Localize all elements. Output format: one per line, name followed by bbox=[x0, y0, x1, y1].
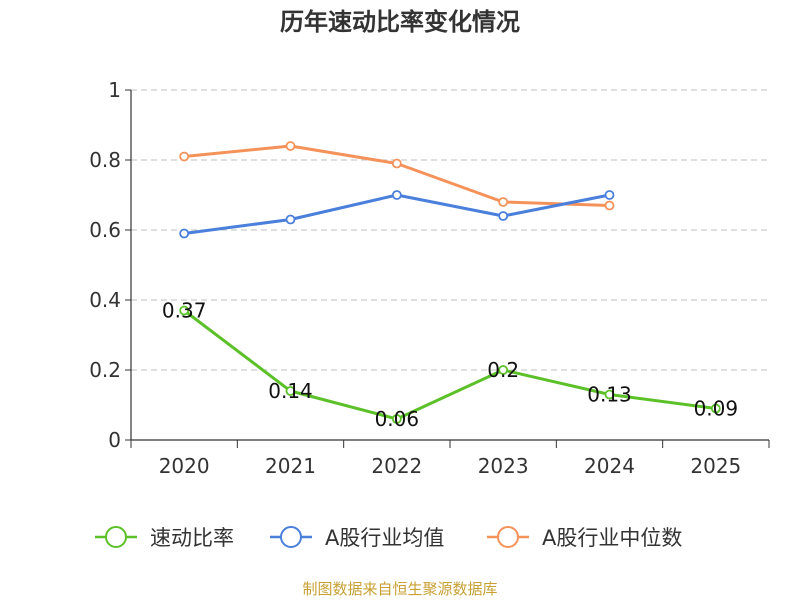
data-point bbox=[604, 389, 615, 400]
data-point bbox=[285, 214, 296, 225]
data-label: 0.13 bbox=[587, 383, 632, 407]
series-layer: 0.37 0.14 0.06 0.2 0.13 0.09 bbox=[162, 141, 738, 432]
data-point bbox=[498, 197, 509, 207]
x-tick-label: 2021 bbox=[265, 454, 316, 478]
series-0: 0.37 0.14 0.06 0.2 0.13 0.09 bbox=[162, 299, 738, 432]
data-label: 0.2 bbox=[487, 358, 519, 382]
legend-marker bbox=[280, 526, 302, 548]
y-tick-label: 0 bbox=[108, 428, 121, 452]
data-point bbox=[710, 403, 721, 414]
data-point bbox=[391, 158, 402, 169]
data-label: 0.14 bbox=[268, 379, 313, 403]
data-label: 0.09 bbox=[694, 397, 739, 421]
data-label: 0.37 bbox=[162, 299, 207, 323]
source-note: 制图数据来自恒生聚源数据库 bbox=[302, 580, 497, 598]
series-1 bbox=[179, 190, 615, 239]
x-tick-label: 2022 bbox=[371, 454, 422, 478]
grid-lines bbox=[131, 89, 769, 371]
x-tick-label: 2020 bbox=[159, 454, 210, 478]
y-tick-label: 0.4 bbox=[89, 288, 121, 312]
data-point bbox=[604, 190, 615, 200]
data-point bbox=[604, 200, 615, 211]
legend-label: A股行业均值 bbox=[325, 526, 444, 550]
series-2 bbox=[179, 141, 615, 211]
legend-marker bbox=[497, 526, 519, 548]
legend-label: A股行业中位数 bbox=[542, 526, 682, 550]
data-point bbox=[179, 151, 190, 162]
data-point bbox=[391, 414, 402, 424]
data-point bbox=[179, 228, 190, 239]
legend-item[interactable]: A股行业中位数 bbox=[487, 526, 682, 550]
data-point bbox=[498, 365, 509, 375]
legend-item[interactable]: 速动比率 bbox=[95, 526, 234, 550]
x-tick-label: 2025 bbox=[690, 454, 741, 478]
data-point bbox=[285, 386, 296, 396]
y-tick-label: 0.8 bbox=[89, 148, 121, 172]
data-label: 0.06 bbox=[375, 407, 420, 431]
x-tick-label: 2023 bbox=[478, 454, 529, 478]
chart-title: 历年速动比率变化情况 bbox=[280, 8, 520, 36]
legend[interactable]: 速动比率 A股行业均值 A股行业中位数 bbox=[95, 526, 682, 550]
series-line bbox=[183, 193, 610, 235]
data-point bbox=[179, 305, 190, 316]
axes: 0 0.2 0.4 0.6 0.8 1 2020 2021 2022 2023 2024 2025 bbox=[89, 78, 770, 478]
y-tick-label: 0.2 bbox=[89, 358, 121, 382]
data-point bbox=[498, 211, 509, 221]
data-point bbox=[285, 141, 296, 151]
y-tick-label: 1 bbox=[108, 78, 121, 102]
x-tick-label: 2024 bbox=[584, 454, 635, 478]
series-line bbox=[183, 309, 717, 421]
data-point bbox=[391, 190, 402, 200]
y-tick-label: 0.6 bbox=[89, 218, 121, 242]
legend-marker bbox=[105, 526, 127, 548]
legend-label: 速动比率 bbox=[150, 526, 234, 550]
legend-item[interactable]: A股行业均值 bbox=[270, 526, 444, 550]
